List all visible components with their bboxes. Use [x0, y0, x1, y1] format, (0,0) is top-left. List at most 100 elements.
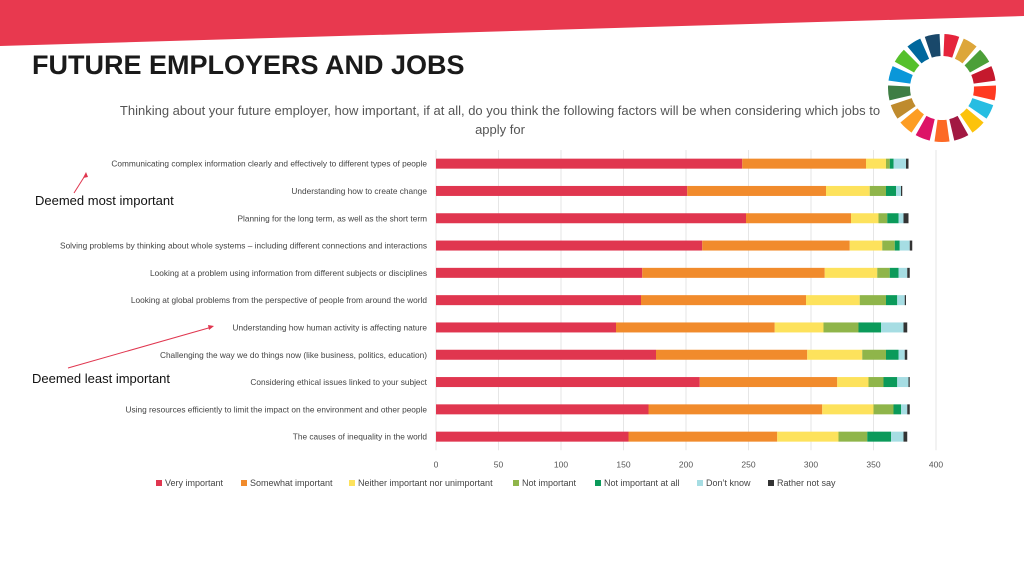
sdg-wheel-segment	[971, 66, 996, 84]
legend-swatch	[349, 480, 355, 486]
page-title: FUTURE EMPLOYERS AND JOBS	[32, 50, 465, 80]
legend-item: Rather not say	[768, 478, 836, 488]
bar-segment	[436, 240, 703, 251]
bar-segment	[869, 185, 886, 196]
sdg-wheel-segment	[888, 66, 913, 84]
header-banner	[0, 0, 1024, 46]
callout-arrow-top	[73, 172, 88, 194]
sdg-wheel-segment	[973, 85, 996, 101]
bar-segment	[742, 158, 866, 169]
bar-segment	[862, 349, 886, 360]
bar-segment	[859, 295, 886, 306]
sdg-wheel-segment	[924, 34, 941, 58]
sdg-wheel-segment	[943, 34, 960, 58]
legend-item: Neither important nor unimportant	[349, 478, 493, 488]
sdg-wheel-segment	[900, 108, 924, 133]
sdg-wheel-segment	[954, 38, 977, 64]
bar-segment	[898, 267, 908, 278]
category-label: Understanding how human activity is affe…	[233, 322, 428, 332]
category-label: Planning for the long term, as well as t…	[237, 213, 427, 223]
bar-segment	[642, 267, 825, 278]
legend-label: Neither important nor unimportant	[358, 478, 493, 488]
bar-segment	[907, 404, 910, 415]
sdg-wheel-segment	[960, 108, 984, 133]
bar-segment	[904, 295, 906, 306]
legend-swatch	[595, 480, 601, 486]
bar-segment	[436, 158, 743, 169]
bar-segment	[616, 322, 775, 333]
bar-segment	[687, 185, 826, 196]
sdg-wheel-segment	[915, 115, 935, 141]
bar-segment	[904, 349, 908, 360]
bar-segment	[641, 295, 806, 306]
bar-segment	[777, 431, 839, 442]
bar-segment	[908, 377, 910, 388]
x-tick-label: 400	[929, 459, 943, 469]
x-tick-label: 300	[804, 459, 818, 469]
bar-segment	[897, 295, 905, 306]
legend-swatch	[768, 480, 774, 486]
category-label: Understanding how to create change	[291, 186, 427, 196]
bar-segment	[806, 295, 860, 306]
bar-segment	[656, 349, 808, 360]
bar-segment	[886, 158, 890, 169]
x-tick-label: 100	[554, 459, 568, 469]
bar-segment	[898, 349, 905, 360]
sdg-wheel-segment	[894, 49, 920, 73]
x-tick-label: 50	[494, 459, 504, 469]
bar-segment	[868, 377, 884, 388]
bar-segment	[889, 267, 899, 278]
bar-segment	[886, 185, 896, 196]
bar-segment	[903, 322, 908, 333]
bar-segment	[903, 431, 908, 442]
sdg-wheel-segment	[964, 49, 990, 73]
sdg-wheel-segment	[934, 119, 950, 143]
bar-segment	[901, 185, 903, 196]
bar-segment	[896, 185, 901, 196]
bar-segment	[901, 404, 908, 415]
bar-segment	[899, 240, 910, 251]
legend-label: Don’t know	[706, 478, 751, 488]
bar-segment	[436, 404, 649, 415]
x-tick-label: 150	[616, 459, 630, 469]
bar-segment	[436, 213, 746, 224]
bar-segment	[883, 377, 898, 388]
legend-swatch	[697, 480, 703, 486]
banner-shape	[0, 0, 1024, 46]
sdg-wheel-segment	[949, 115, 969, 141]
category-label: Communicating complex information clearl…	[111, 159, 427, 169]
bar-segment	[851, 213, 879, 224]
legend-label: Rather not say	[777, 478, 836, 488]
category-label: Considering ethical issues linked to you…	[250, 377, 427, 387]
bar-segment	[824, 267, 878, 278]
sdg-wheel-segment	[890, 98, 916, 119]
bar-segment	[891, 431, 904, 442]
bar-segment	[436, 349, 656, 360]
legend-swatch	[241, 480, 247, 486]
bar-segment	[881, 322, 904, 333]
x-tick-label: 250	[741, 459, 755, 469]
bar-segment	[628, 431, 778, 442]
bar-segment	[849, 240, 883, 251]
legend-item: Very important	[156, 478, 223, 488]
legend-item: Not important	[513, 478, 576, 488]
bar-segment	[822, 404, 874, 415]
sdg-wheel-segment	[907, 38, 930, 64]
x-tick-label: 350	[866, 459, 880, 469]
bar-segment	[436, 322, 616, 333]
bar-segment	[774, 322, 824, 333]
callout-least-important: Deemed least important	[32, 371, 171, 386]
legend-item: Somewhat important	[241, 478, 333, 488]
legend-label: Somewhat important	[250, 478, 333, 488]
legend-label: Not important at all	[604, 478, 680, 488]
bar-segment	[436, 431, 629, 442]
legend-label: Very important	[165, 478, 224, 488]
chart-subtitle: Thinking about your future employer, how…	[119, 103, 881, 137]
legend-label: Not important	[522, 478, 577, 488]
chart-legend: Very important Somewhat important Neither …	[0, 478, 1024, 494]
legend-item: Not important at all	[595, 478, 680, 488]
bar-segment	[907, 267, 910, 278]
bar-segment	[699, 377, 838, 388]
sdg-wheel-segment	[888, 85, 911, 101]
